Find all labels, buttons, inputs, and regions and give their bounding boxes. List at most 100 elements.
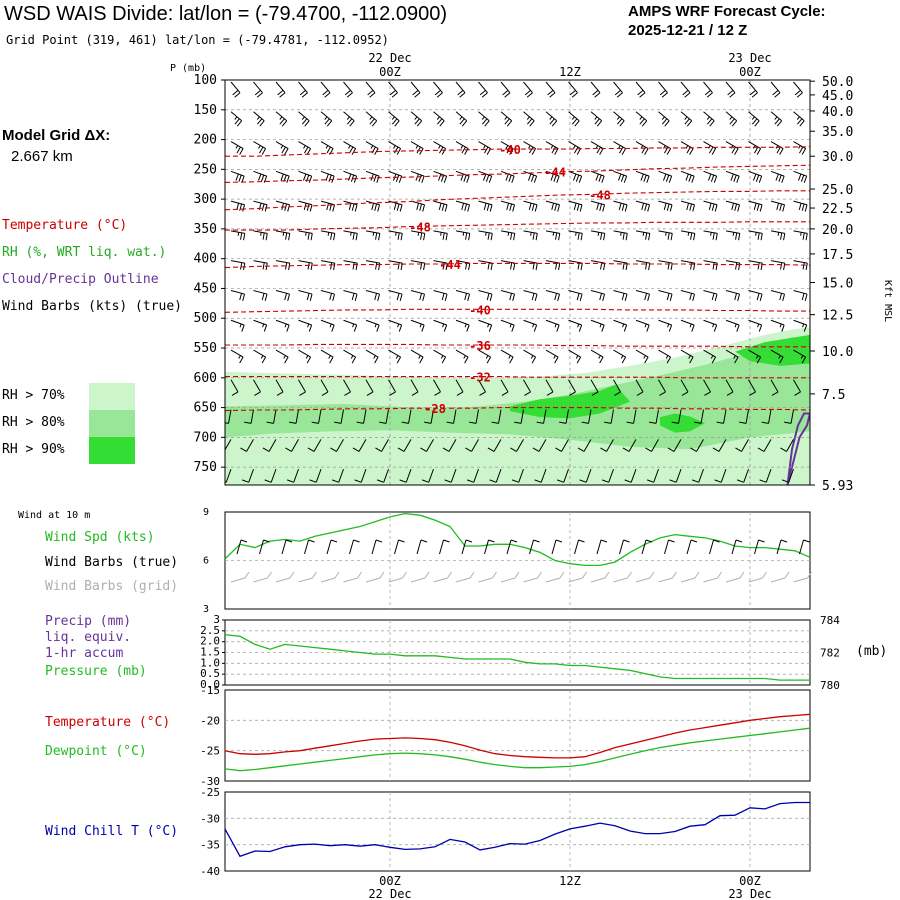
wind-barb-staff: [298, 379, 306, 393]
wind-barb-flag: [303, 173, 307, 181]
wind-barb-staff: [568, 170, 582, 177]
wind-barb: [241, 468, 254, 483]
wind-barb-flag: [661, 118, 668, 125]
wind-barb-flag: [644, 293, 648, 301]
wind-barb-staff: [365, 170, 380, 177]
wind10-barb: [686, 539, 692, 555]
wind-barb: [703, 170, 718, 183]
wind-barb-flag: [324, 92, 331, 98]
wind-barb-flag: [235, 145, 239, 149]
wind-barb-staff: [635, 289, 650, 295]
temperature-line: [224, 713, 811, 759]
wind-barb-flag: [346, 92, 353, 98]
wind-barb-staff: [365, 289, 380, 295]
wind-barb: [793, 349, 807, 364]
wind10-barb-flag: [420, 539, 428, 543]
wind-barb-flag: [441, 148, 447, 155]
wind-barb: [253, 170, 268, 183]
wind10-title: Wind at 10 m: [18, 510, 91, 521]
wind-barb-flag: [689, 356, 694, 364]
wind10-barb: [281, 539, 287, 555]
wind-barb-flag: [757, 232, 760, 240]
wind-barb-flag: [665, 174, 670, 182]
temperature-contour: [225, 407, 810, 412]
wind-barb-staff: [793, 289, 808, 295]
wind-barb-staff: [230, 141, 244, 149]
wind-barb-flag: [509, 148, 514, 155]
wind-barb-flag: [423, 263, 426, 271]
wind-barb: [343, 81, 353, 98]
legend-wind-barbs: Wind Barbs (kts) (true): [2, 299, 183, 314]
wind-barb: [635, 319, 650, 332]
wind-barb: [671, 409, 682, 424]
wind-barb-flag: [301, 92, 308, 98]
wind-barb-flag: [262, 232, 265, 240]
wind10-grid-barb-flag: [694, 571, 700, 579]
wind-barb-flag: [643, 174, 647, 182]
wind-barb-staff: [741, 439, 749, 452]
wind-barb-flag: [669, 479, 677, 483]
temperature-contour-label: -32: [469, 371, 491, 385]
wind-barb-flag: [423, 233, 426, 241]
wind-barb-staff: [568, 200, 583, 206]
wind-barb: [545, 260, 561, 271]
wind-barb-flag: [682, 89, 689, 96]
wind-barb-flag: [711, 356, 717, 364]
wind-barb-flag: [555, 447, 562, 452]
wind-barb-flag: [483, 203, 487, 211]
wind-barb-flag: [377, 204, 381, 212]
wind-barb-flag: [571, 92, 578, 98]
wind-barb-flag: [529, 120, 535, 127]
wind-barb-flag: [802, 232, 805, 240]
wind-barb: [748, 379, 756, 396]
wind-barb-staff: [680, 170, 695, 177]
wind-barb-staff: [410, 289, 425, 295]
wind-barb: [680, 319, 695, 332]
wind10-grid-barb: [478, 577, 493, 583]
wind-barb: [365, 260, 381, 271]
wind-barb-staff: [613, 349, 626, 358]
wind-barb-staff: [680, 200, 695, 206]
wind-barb-flag: [509, 293, 513, 301]
wind-barb-flag: [309, 204, 313, 212]
wind-barb-staff: [228, 409, 232, 424]
wind-barb-staff: [658, 81, 668, 94]
wind-barb: [455, 289, 471, 301]
wind-barb-flag: [396, 148, 402, 155]
wind-panel-frame: [224, 511, 811, 610]
wind-barb: [309, 468, 322, 483]
wind-tick-label: 6: [203, 556, 209, 567]
wind-barb-flag: [487, 323, 490, 328]
wind-barb-flag: [330, 447, 337, 452]
wind-barb-flag: [307, 323, 310, 328]
wind-barb-staff: [298, 289, 313, 295]
wind-barb-flag: [729, 118, 735, 125]
bottom-time-label: 00Z: [739, 874, 761, 888]
wind-barb-flag: [755, 355, 759, 359]
wind-barb: [500, 260, 516, 271]
wind-barb: [343, 289, 358, 301]
wind-barb: [568, 81, 578, 98]
wind-barb-flag: [594, 92, 601, 98]
wind-barb-flag: [231, 391, 239, 396]
wind-barb-flag: [691, 175, 695, 183]
wind10-grid-barb: [658, 577, 673, 583]
wind10-barb: [484, 539, 489, 555]
wind-barb-flag: [444, 479, 452, 483]
wind-barb: [375, 439, 389, 452]
wind-barb-flag: [624, 204, 628, 212]
wind-barb-flag: [533, 324, 538, 332]
wind-barb: [635, 200, 651, 212]
wind-barb-staff: [718, 439, 727, 452]
wind-barb-flag: [801, 293, 805, 301]
wind-barb-flag: [778, 355, 781, 359]
wind-barb: [781, 468, 794, 483]
wind-barb-staff: [388, 200, 403, 206]
wind-barb-staff: [253, 141, 266, 149]
wind-barb: [365, 111, 378, 127]
wind-barb-flag: [265, 233, 268, 241]
wind-barb-staff: [743, 468, 749, 483]
wind-barb: [759, 468, 772, 483]
wind-barb: [500, 230, 516, 241]
wind-barb-flag: [642, 232, 645, 236]
